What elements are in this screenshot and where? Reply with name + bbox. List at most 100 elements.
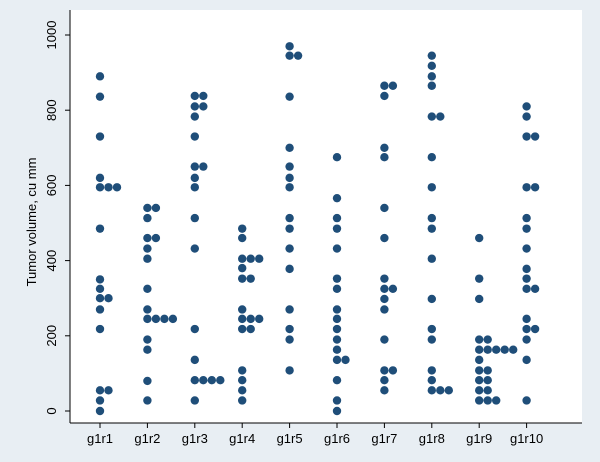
data-point	[380, 375, 389, 385]
data-point	[427, 61, 436, 71]
data-point	[380, 81, 389, 90]
data-point	[475, 335, 484, 344]
data-point	[285, 335, 294, 344]
data-point	[483, 345, 492, 354]
data-point	[95, 305, 105, 314]
data-point	[380, 294, 389, 304]
data-point	[190, 375, 199, 385]
data-point	[285, 305, 294, 314]
data-point	[427, 324, 436, 334]
x-tick-label: g1r2	[134, 431, 160, 446]
data-point	[143, 305, 152, 314]
data-point	[341, 355, 350, 365]
data-point	[285, 264, 294, 274]
data-point	[285, 51, 294, 60]
data-point	[160, 314, 169, 324]
data-point	[427, 51, 436, 60]
data-point	[238, 233, 247, 243]
data-point	[151, 233, 161, 243]
data-point	[522, 112, 531, 121]
data-point	[522, 355, 531, 365]
data-point	[246, 254, 255, 263]
data-point	[427, 183, 436, 192]
data-point	[380, 335, 389, 344]
data-point	[500, 345, 509, 354]
data-point	[190, 173, 199, 183]
data-point	[104, 294, 113, 303]
data-point	[238, 274, 247, 283]
data-point	[427, 224, 436, 233]
data-point	[190, 91, 199, 101]
data-point	[199, 162, 208, 171]
data-point	[285, 42, 294, 51]
x-tick-label: g1r8	[419, 431, 445, 446]
data-point	[246, 274, 255, 283]
data-point	[95, 294, 105, 303]
data-point	[143, 376, 152, 386]
data-point	[285, 366, 294, 375]
data-point	[190, 183, 199, 192]
data-point	[332, 406, 342, 416]
data-point	[380, 386, 389, 395]
data-point	[238, 254, 247, 263]
data-point	[95, 183, 105, 192]
data-point	[285, 183, 294, 192]
data-point	[112, 183, 122, 192]
data-point	[380, 284, 389, 293]
data-point	[104, 183, 113, 192]
data-point	[380, 91, 389, 101]
data-point	[475, 375, 484, 385]
data-point	[522, 244, 531, 253]
data-point	[388, 366, 398, 375]
plot-area	[70, 10, 582, 423]
data-point	[427, 153, 436, 162]
data-point	[427, 375, 436, 385]
data-point	[293, 51, 303, 60]
data-point	[483, 375, 492, 385]
data-point	[285, 173, 294, 183]
data-point	[475, 366, 484, 375]
data-point	[190, 244, 199, 253]
data-point	[285, 92, 294, 101]
data-point	[143, 244, 152, 253]
data-point	[492, 396, 501, 405]
data-point	[380, 366, 389, 375]
y-tick-label: 0	[44, 407, 59, 414]
data-point	[190, 324, 199, 334]
data-point	[436, 112, 445, 121]
data-point	[238, 366, 247, 375]
data-point	[522, 324, 531, 334]
data-point	[522, 335, 531, 344]
data-point	[95, 406, 105, 416]
x-tick-label: g1r5	[277, 431, 303, 446]
data-point	[427, 72, 436, 81]
data-point	[483, 335, 492, 344]
data-point	[332, 324, 342, 334]
data-point	[95, 275, 105, 284]
data-point	[522, 213, 531, 223]
data-point	[238, 396, 247, 405]
data-point	[530, 183, 540, 192]
data-point	[95, 284, 105, 293]
data-point	[427, 386, 436, 395]
data-point	[332, 244, 342, 253]
data-point	[238, 224, 247, 233]
data-point	[95, 72, 105, 81]
data-point	[522, 183, 531, 192]
data-point	[444, 386, 453, 395]
data-point	[509, 345, 518, 354]
y-tick-label: 800	[44, 99, 59, 121]
y-tick-label: 200	[44, 325, 59, 347]
data-point	[332, 153, 342, 162]
data-point	[522, 396, 531, 405]
data-point	[246, 324, 255, 334]
data-point	[95, 386, 105, 395]
data-point	[427, 112, 436, 121]
x-axis: g1r1 g1r2 g1r3 g1r4 g1r5 g1r6 g1r7 g1r8 g1r9 g1r1…	[70, 422, 582, 446]
data-point	[530, 284, 540, 293]
data-point	[143, 254, 152, 263]
data-point	[143, 213, 152, 223]
data-point	[427, 81, 436, 90]
data-point	[427, 366, 436, 375]
